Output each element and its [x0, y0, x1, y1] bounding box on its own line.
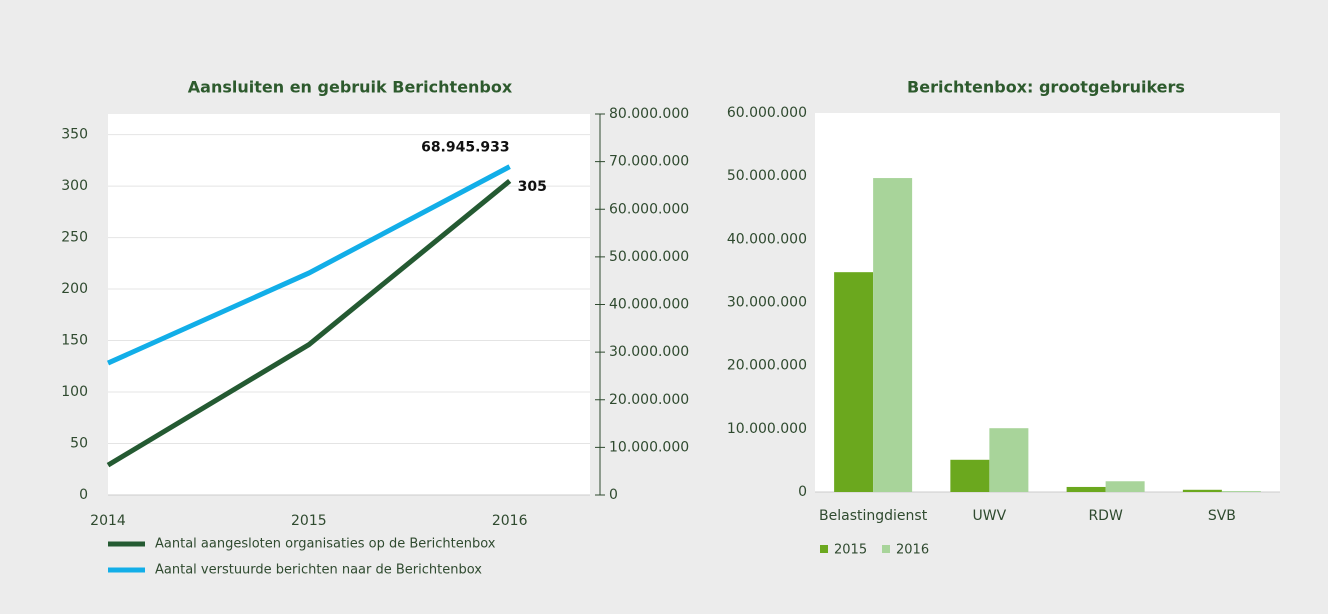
legend-swatch	[820, 545, 828, 553]
y-tick-label: 0	[79, 487, 88, 503]
y-tick-label: 150	[61, 333, 88, 349]
bar	[1105, 481, 1145, 492]
y2-tick-label: 20.000.000	[609, 392, 689, 408]
data-label: 68.945.933	[421, 140, 510, 156]
legend-label: 2016	[896, 543, 929, 558]
x-tick-label: SVB	[1208, 508, 1236, 524]
x-tick-label: RDW	[1088, 508, 1123, 524]
x-tick-label: 2014	[90, 513, 126, 529]
legend-label: Aantal verstuurde berichten naar de Beri…	[155, 563, 482, 578]
y-tick-label: 60.000.000	[727, 105, 807, 121]
bar	[950, 459, 990, 492]
y-tick-label: 20.000.000	[727, 358, 807, 374]
y-tick-label: 40.000.000	[727, 231, 807, 247]
legend-swatch	[882, 545, 890, 553]
y-tick-label: 0	[798, 484, 807, 500]
y2-tick-label: 50.000.000	[609, 249, 689, 265]
plot-area	[108, 114, 590, 495]
x-tick-label: 2016	[492, 513, 528, 529]
data-label: 305	[518, 179, 547, 195]
bar	[1066, 486, 1106, 492]
y-tick-label: 250	[61, 230, 88, 246]
line-series	[106, 164, 511, 366]
y-tick-label: 10.000.000	[727, 421, 807, 437]
legend-label: Aantal aangesloten organisaties op de Be…	[155, 537, 496, 552]
bar	[834, 272, 874, 492]
bar	[989, 428, 1029, 492]
y2-tick-label: 80.000.000	[609, 106, 689, 122]
x-tick-label: Belastingdienst	[819, 508, 928, 524]
y-tick-label: 30.000.000	[727, 295, 807, 311]
bar	[1221, 491, 1261, 492]
y2-tick-label: 10.000.000	[609, 439, 689, 455]
y-tick-label: 100	[61, 384, 88, 400]
x-tick-label: 2015	[291, 513, 327, 529]
y2-tick-label: 40.000.000	[609, 297, 689, 313]
y-tick-label: 200	[61, 281, 88, 297]
y-tick-label: 300	[61, 178, 88, 194]
y2-tick-label: 0	[609, 487, 618, 503]
chart-title: Berichtenbox: grootgebruikers	[907, 78, 1185, 97]
line-series	[106, 178, 512, 468]
y2-tick-label: 30.000.000	[609, 344, 689, 360]
bar	[1182, 489, 1222, 492]
chart-title: Aansluiten en gebruik Berichtenbox	[188, 78, 513, 97]
x-tick-label: UWV	[973, 508, 1007, 524]
y-tick-label: 350	[61, 127, 88, 143]
legend-label: 2015	[834, 543, 867, 558]
y2-tick-label: 60.000.000	[609, 201, 689, 217]
y2-tick-label: 70.000.000	[609, 154, 689, 170]
y-tick-label: 50	[70, 436, 88, 452]
y-tick-label: 50.000.000	[727, 168, 807, 184]
bar	[873, 178, 913, 493]
